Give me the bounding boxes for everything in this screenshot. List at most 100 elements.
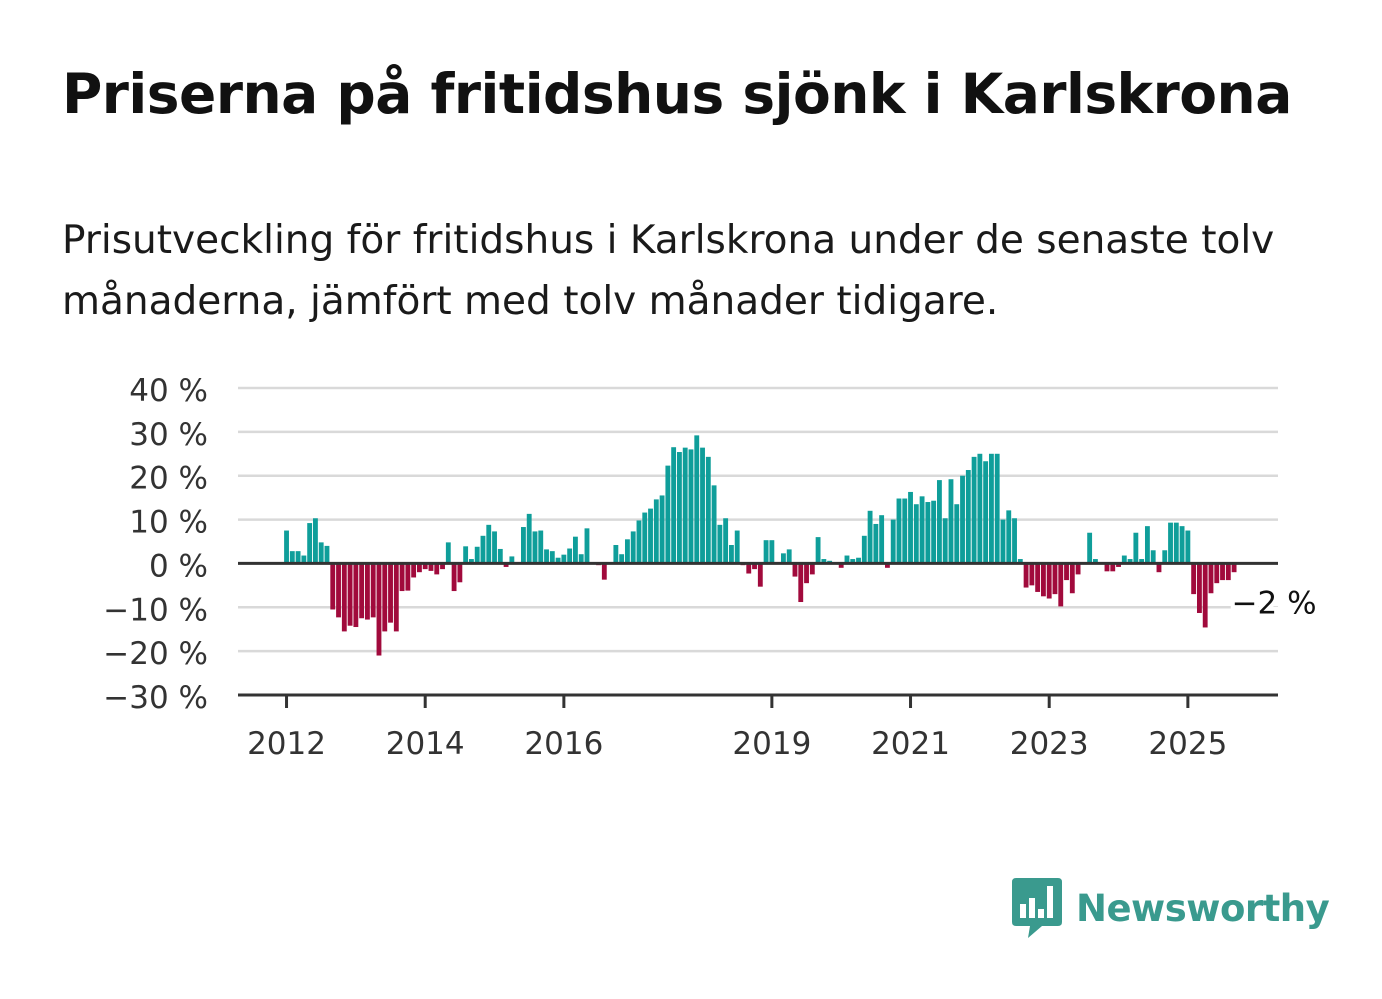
bar — [370, 563, 376, 618]
bar — [295, 551, 301, 564]
bar — [567, 548, 573, 564]
bar — [1110, 563, 1116, 572]
bar — [416, 563, 422, 573]
bar — [867, 510, 873, 564]
bar — [1185, 530, 1191, 564]
bar — [1092, 559, 1098, 564]
bar — [538, 530, 544, 564]
bar — [532, 531, 538, 564]
bar — [330, 563, 336, 610]
bar — [509, 556, 515, 564]
bar — [694, 435, 700, 564]
bar — [526, 513, 532, 564]
bar — [630, 531, 636, 564]
y-tick-label: −20 % — [103, 636, 208, 672]
y-tick-label: 10 % — [129, 505, 208, 541]
bar — [341, 563, 347, 632]
bar — [676, 452, 682, 564]
bar — [359, 563, 365, 619]
bar — [913, 504, 919, 564]
bar — [977, 453, 983, 564]
bar — [890, 519, 896, 564]
bar — [1052, 563, 1058, 595]
bar — [1087, 532, 1093, 564]
x-tick-label: 2025 — [1148, 726, 1227, 762]
bar — [786, 549, 792, 564]
bar — [879, 515, 885, 564]
bar — [711, 485, 717, 564]
bar — [804, 563, 809, 584]
bar — [1058, 563, 1064, 607]
bar — [503, 563, 509, 567]
bar — [1231, 563, 1237, 573]
x-tick-label: 2021 — [871, 726, 950, 762]
x-tick-label: 2016 — [524, 726, 603, 762]
bar — [954, 504, 960, 564]
bar — [301, 555, 307, 564]
bar — [312, 518, 318, 564]
bar — [1116, 563, 1121, 567]
bar — [844, 555, 850, 564]
bar — [792, 563, 798, 577]
bar — [549, 551, 555, 564]
bar — [838, 563, 844, 568]
bar — [480, 535, 486, 564]
bar — [1179, 526, 1185, 564]
x-tick-label: 2019 — [732, 726, 811, 762]
bar — [284, 530, 289, 564]
bar — [318, 542, 324, 564]
bar — [994, 453, 1000, 564]
bar — [624, 539, 630, 564]
bar — [925, 502, 931, 564]
bar — [1127, 559, 1133, 564]
newsworthy-logo-icon — [1012, 878, 1062, 938]
bar — [723, 518, 729, 564]
bar — [1168, 522, 1173, 564]
bar — [1023, 563, 1029, 588]
bar — [440, 563, 445, 570]
bar — [896, 498, 902, 564]
y-tick-label: −10 % — [103, 592, 208, 628]
x-tick-label: 2014 — [386, 726, 465, 762]
bar — [821, 559, 827, 564]
bar — [457, 563, 463, 583]
grid-lines — [238, 386, 1278, 653]
bar — [636, 520, 642, 564]
bar — [1225, 563, 1231, 581]
bar — [752, 563, 757, 570]
bar — [734, 530, 740, 564]
bar — [1139, 559, 1145, 564]
bar — [497, 548, 503, 564]
bar — [1156, 563, 1162, 573]
annotations: −2 % — [1228, 581, 1321, 625]
bar — [856, 557, 861, 564]
chart-title: Priserna på fritidshus sjönk i Karlskron… — [62, 62, 1292, 126]
bar — [798, 563, 804, 603]
bar — [289, 551, 295, 564]
bar — [463, 546, 469, 564]
y-tick-label: 30 % — [129, 417, 208, 453]
bar — [1144, 526, 1150, 564]
bar — [492, 531, 497, 564]
bar — [399, 563, 405, 592]
y-tick-label: −30 % — [103, 680, 208, 716]
bar — [1208, 563, 1214, 594]
y-tick-label: 0 % — [149, 548, 208, 584]
bar — [648, 508, 653, 564]
bar — [451, 563, 457, 592]
bar — [757, 563, 763, 587]
bar — [1173, 522, 1179, 564]
bar — [763, 540, 769, 564]
bar — [584, 528, 590, 564]
bar — [1029, 563, 1035, 586]
bar — [1196, 563, 1202, 613]
y-tick-label: 40 % — [129, 373, 208, 409]
bar — [665, 465, 671, 564]
bar — [861, 535, 867, 564]
bar — [780, 553, 786, 564]
last-value-label: −2 % — [1232, 585, 1317, 621]
bar — [971, 456, 977, 564]
bar — [307, 523, 313, 564]
axes — [238, 561, 1278, 708]
